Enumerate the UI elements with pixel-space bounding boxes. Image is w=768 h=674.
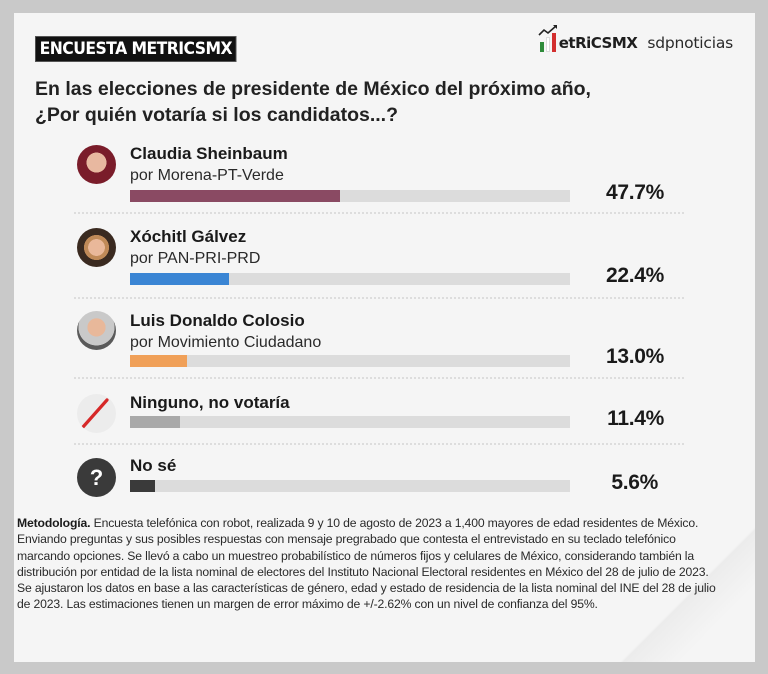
question-line-2: ¿Por quién votaría si los candidatos...? [35,104,398,126]
result-row: Xóchitl Gálvez por PAN-PRI-PRD 22.4% [74,214,684,299]
percentage-value: 5.6% [611,471,658,494]
avatar-galvez-icon [77,228,116,267]
question-line-1: En las elecciones de presidente de Méxic… [35,78,591,100]
poll-card: ENCUESTA METRICSMX etRiCSMX sdpnoticias … [14,13,755,662]
result-row: Ninguno, no votaría 11.4% [74,379,684,445]
result-row: ? No sé 5.6% [74,445,684,515]
bar-fill [130,416,181,428]
avatar-colosio-icon [77,311,116,350]
metricsmx-logo: etRiCSMX [538,25,638,52]
question-icon: ? [77,458,116,497]
brand-logos: etRiCSMX sdpnoticias [538,25,733,52]
bar-track [130,416,570,428]
methodology-note: Metodología. Encuesta telefónica con rob… [17,515,717,613]
question-title: En las elecciones de presidente de Méxic… [35,76,735,128]
bar-track [130,480,570,492]
slash-icon [77,394,116,433]
option-label: No sé [130,456,177,475]
bar-track [130,190,570,202]
percentage-value: 22.4% [605,264,664,287]
bar-fill [130,355,188,367]
avatar-sheinbaum-icon [77,145,116,184]
survey-tag: ENCUESTA METRICSMX [35,36,237,62]
candidate-party: por PAN-PRI-PRD [130,250,261,267]
flag-bars-icon [538,25,557,52]
bar-track [130,355,570,367]
bar-track [130,273,570,285]
option-label: Ninguno, no votaría [130,393,290,412]
bar-fill [130,480,155,492]
percentage-value: 47.7% [605,181,664,204]
metricsmx-wordmark: etRiCSMX [558,34,638,52]
candidate-party: por Movimiento Ciudadano [130,334,322,351]
result-row: Claudia Sheinbaum por Morena-PT-Verde 47… [74,129,684,214]
candidate-name: Xóchitl Gálvez [130,227,247,246]
result-row: Luis Donaldo Colosio por Movimiento Ciud… [74,299,684,379]
sdpnoticias-logo: sdpnoticias [647,33,733,52]
candidate-name: Luis Donaldo Colosio [130,311,305,330]
percentage-value: 13.0% [605,345,664,368]
results-list: Claudia Sheinbaum por Morena-PT-Verde 47… [74,129,684,515]
bar-fill [130,273,229,285]
candidate-party: por Morena-PT-Verde [130,167,284,184]
methodology-label: Metodología. [17,516,91,530]
candidate-name: Claudia Sheinbaum [130,144,288,163]
bar-fill [130,190,340,202]
percentage-value: 11.4% [607,407,664,430]
methodology-text: Encuesta telefónica con robot, realizada… [17,516,716,612]
